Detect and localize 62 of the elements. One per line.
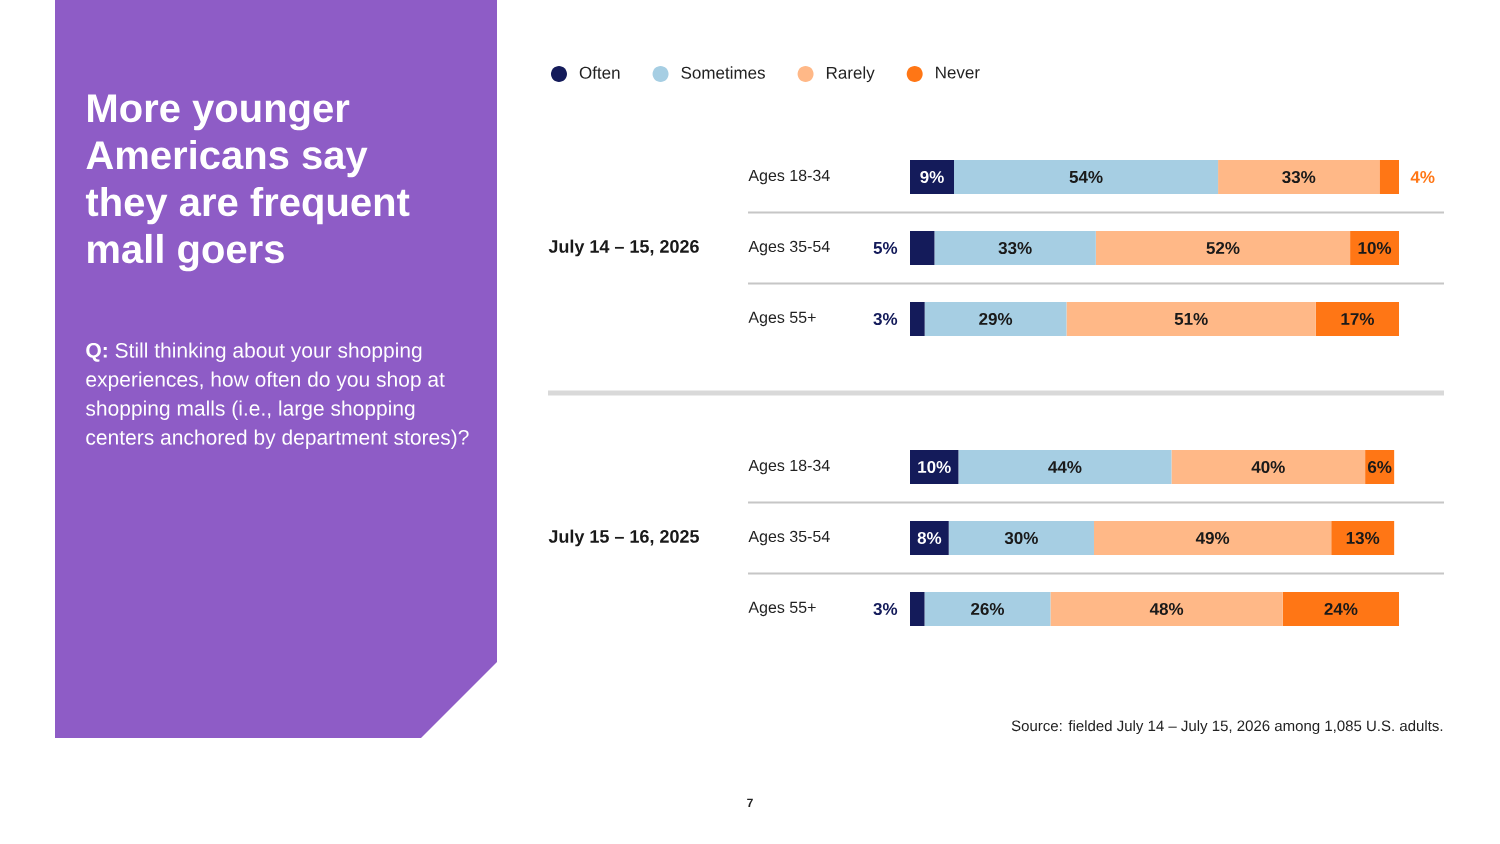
- bar: [1066, 301, 1316, 336]
- data-label: 33%: [998, 241, 1032, 255]
- data-label: 26%: [971, 602, 1005, 615]
- data-label: 10%: [918, 460, 951, 473]
- data-label: 40%: [1251, 460, 1285, 473]
- bar: [910, 591, 925, 626]
- bar: [910, 230, 935, 265]
- source-note: Source: fielded July 14 – July 15, 2026 among 1,085 U.S. adults.: [1011, 720, 1443, 735]
- data-label: 48%: [1149, 602, 1184, 615]
- data-label: 30%: [1004, 531, 1038, 545]
- y-axis-title: July 14 – 15, 2026: [548, 239, 699, 257]
- bar: [910, 301, 925, 336]
- bar: [910, 520, 949, 555]
- bar: [1218, 159, 1380, 194]
- y-tick-label: Ages 35-54: [748, 530, 830, 546]
- bar: [924, 591, 1051, 626]
- bar: [1315, 301, 1399, 336]
- data-label: 33%: [1282, 170, 1316, 184]
- bar: [1379, 159, 1399, 194]
- data-label: 51%: [1174, 312, 1208, 325]
- data-label: 24%: [1324, 603, 1358, 615]
- data-label: 6%: [1367, 460, 1392, 473]
- bar: [1095, 230, 1351, 265]
- y-tick-label: Ages 18-34: [748, 169, 830, 185]
- bar: [948, 520, 1094, 555]
- y-tick-label: Ages 55+: [748, 601, 816, 617]
- legend-label: Never: [936, 66, 980, 79]
- y-tick-label: Ages 35-54: [748, 240, 830, 256]
- data-label: 10%: [1358, 241, 1392, 254]
- data-label: 49%: [1195, 531, 1230, 544]
- text: 7: [747, 798, 753, 807]
- bar: [934, 230, 1096, 265]
- data-label: 29%: [979, 312, 1013, 325]
- y-tick-label: Ages 18-34: [748, 459, 830, 475]
- data-label: 13%: [1346, 531, 1380, 545]
- y-tick-label: Ages 55+: [748, 311, 816, 327]
- data-label: 5%: [873, 241, 898, 254]
- bar: [1282, 591, 1400, 626]
- data-label: 3%: [873, 312, 898, 326]
- data-label: 9%: [920, 170, 944, 183]
- bar: [910, 159, 955, 194]
- bar: [958, 449, 1172, 484]
- legend-label: Sometimes: [681, 66, 765, 79]
- bar: [1171, 449, 1366, 484]
- text: Q: Still thinking about your shopping experiences, how often do you shop at shopping malls (i.e., large shopping centers anchored by department stores)?: [86, 342, 469, 449]
- data-label: 54%: [1069, 170, 1103, 183]
- data-label: 4%: [1410, 171, 1435, 183]
- data-label: 17%: [1341, 313, 1375, 325]
- data-label: 52%: [1206, 241, 1240, 254]
- bar: [954, 159, 1219, 194]
- bar: [1350, 230, 1399, 265]
- text: More younger Americans say they are frequent mall goers: [85, 94, 410, 272]
- bar: [1093, 520, 1332, 555]
- bar: [1050, 591, 1283, 626]
- bar: [924, 301, 1067, 336]
- data-label: 44%: [1048, 461, 1082, 473]
- y-axis-title: July 15 – 16, 2025: [548, 529, 699, 547]
- data-label: 3%: [873, 602, 898, 616]
- bar: [1331, 520, 1395, 555]
- legend-label: Rarely: [826, 66, 875, 83]
- data-label: 8%: [917, 531, 942, 544]
- legend-label: Often: [579, 66, 620, 79]
